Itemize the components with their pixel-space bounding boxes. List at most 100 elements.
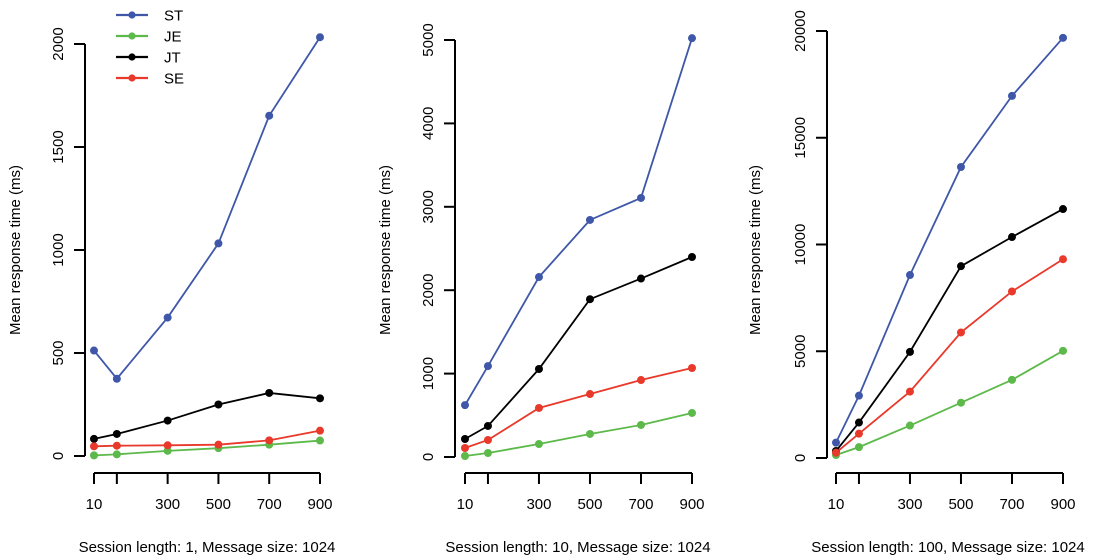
data-point-jt bbox=[112, 429, 121, 438]
data-point-se bbox=[265, 436, 274, 445]
series-se bbox=[461, 364, 696, 452]
series-line-je bbox=[464, 412, 693, 457]
y-tick-label: 15000 bbox=[792, 117, 809, 159]
y-tick-label: 10000 bbox=[792, 224, 809, 266]
data-point-jt bbox=[1007, 233, 1016, 242]
x-tick-label: 500 bbox=[948, 496, 973, 513]
data-point-st bbox=[1007, 91, 1016, 100]
data-point-st bbox=[316, 33, 324, 42]
y-tick-label: 1500 bbox=[50, 130, 67, 163]
data-point-jt bbox=[316, 394, 324, 403]
chart-panel-1: 0 500 1000 1500 2000 10 300 500 700 900 Mean respo… bbox=[7, 8, 335, 557]
data-point-je bbox=[483, 448, 492, 457]
series-line-st bbox=[835, 37, 1064, 444]
x-tick-label: 300 bbox=[155, 496, 180, 513]
series-line-je bbox=[835, 350, 1064, 456]
y-axis-title: Mean response time (ms) bbox=[7, 165, 24, 335]
data-point-je bbox=[585, 429, 594, 438]
data-point-st bbox=[112, 374, 121, 383]
data-point-je bbox=[163, 446, 172, 455]
data-point-jt bbox=[688, 253, 696, 262]
data-point-se bbox=[483, 435, 492, 444]
series-st bbox=[461, 34, 696, 410]
data-point-je bbox=[112, 450, 121, 459]
legend-label: JE bbox=[164, 29, 182, 46]
y-tick-label: 500 bbox=[50, 340, 67, 365]
y-tick-label: 0 bbox=[792, 454, 809, 462]
data-point-se bbox=[214, 440, 223, 449]
series-line-st bbox=[464, 37, 693, 406]
x-axis-title: Session length: 100, Message size: 1024 bbox=[811, 539, 1085, 556]
data-point-jt bbox=[214, 400, 223, 409]
series-line-se bbox=[835, 258, 1064, 454]
series-se bbox=[832, 255, 1067, 457]
data-point-st bbox=[688, 34, 696, 43]
data-point-se bbox=[688, 364, 696, 373]
data-point-jt bbox=[636, 274, 645, 283]
data-point-se bbox=[1059, 255, 1067, 264]
y-tick-label: 0 bbox=[420, 453, 437, 461]
legend-item-je: JE bbox=[116, 29, 182, 46]
series-se bbox=[90, 426, 324, 451]
data-point-se bbox=[90, 442, 98, 451]
y-tick-label: 5000 bbox=[420, 23, 437, 56]
data-point-st bbox=[636, 193, 645, 202]
series-line-je bbox=[93, 439, 321, 457]
data-point-st bbox=[483, 362, 492, 371]
x-tick-label: 500 bbox=[206, 496, 231, 513]
y-axis-title: Mean response time (ms) bbox=[747, 165, 764, 335]
series-st bbox=[832, 33, 1067, 447]
legend-point-swatch bbox=[128, 53, 136, 61]
data-point-se bbox=[112, 441, 121, 450]
data-point-jt bbox=[905, 347, 914, 356]
data-point-st bbox=[585, 215, 594, 224]
y-tick-label: 1000 bbox=[50, 233, 67, 266]
data-point-se bbox=[854, 429, 863, 438]
data-point-st bbox=[1059, 33, 1067, 42]
data-point-se bbox=[636, 376, 645, 385]
data-point-je bbox=[90, 451, 98, 460]
data-point-se bbox=[163, 441, 172, 450]
data-point-je bbox=[636, 420, 645, 429]
x-tick-label: 10 bbox=[86, 496, 103, 513]
data-point-je bbox=[956, 398, 965, 407]
data-point-se bbox=[832, 448, 840, 457]
data-point-se bbox=[1007, 287, 1016, 296]
x-axis-title: Session length: 10, Message size: 1024 bbox=[445, 539, 710, 556]
legend-item-st: ST bbox=[116, 8, 183, 25]
x-tick-label: 500 bbox=[577, 496, 602, 513]
x-tick-label: 300 bbox=[897, 496, 922, 513]
data-point-je bbox=[1059, 346, 1067, 355]
data-point-st bbox=[956, 162, 965, 171]
data-point-je bbox=[316, 436, 324, 445]
data-point-st bbox=[90, 346, 98, 355]
legend-point-swatch bbox=[128, 11, 136, 19]
data-point-st bbox=[265, 111, 274, 120]
y-tick-label: 2000 bbox=[50, 27, 67, 60]
series-jt bbox=[832, 205, 1067, 455]
series-jt bbox=[461, 253, 696, 443]
data-point-st bbox=[854, 391, 863, 400]
legend-point-swatch bbox=[128, 74, 136, 82]
x-tick-label: 700 bbox=[257, 496, 282, 513]
data-point-st bbox=[461, 401, 469, 410]
data-point-st bbox=[832, 438, 840, 447]
x-tick-label: 10 bbox=[457, 496, 474, 513]
series-line-jt bbox=[93, 392, 321, 440]
data-point-se bbox=[956, 328, 965, 337]
data-point-jt bbox=[90, 434, 98, 443]
legend-label: ST bbox=[164, 8, 183, 25]
chart-panel-2: 0 1000 2000 3000 4000 5000 10 300 500 700 900 Mean … bbox=[377, 23, 711, 556]
y-tick-label: 1000 bbox=[420, 357, 437, 390]
x-tick-label: 900 bbox=[679, 496, 704, 513]
data-point-je bbox=[688, 408, 696, 417]
legend-item-se: SE bbox=[116, 71, 184, 88]
data-point-jt bbox=[483, 421, 492, 430]
series-je bbox=[832, 346, 1067, 460]
data-point-je bbox=[854, 443, 863, 452]
data-point-jt bbox=[461, 434, 469, 443]
data-point-jt bbox=[534, 365, 543, 374]
series-line-jt bbox=[464, 256, 693, 440]
x-axis-title: Session length: 1, Message size: 1024 bbox=[79, 539, 336, 556]
